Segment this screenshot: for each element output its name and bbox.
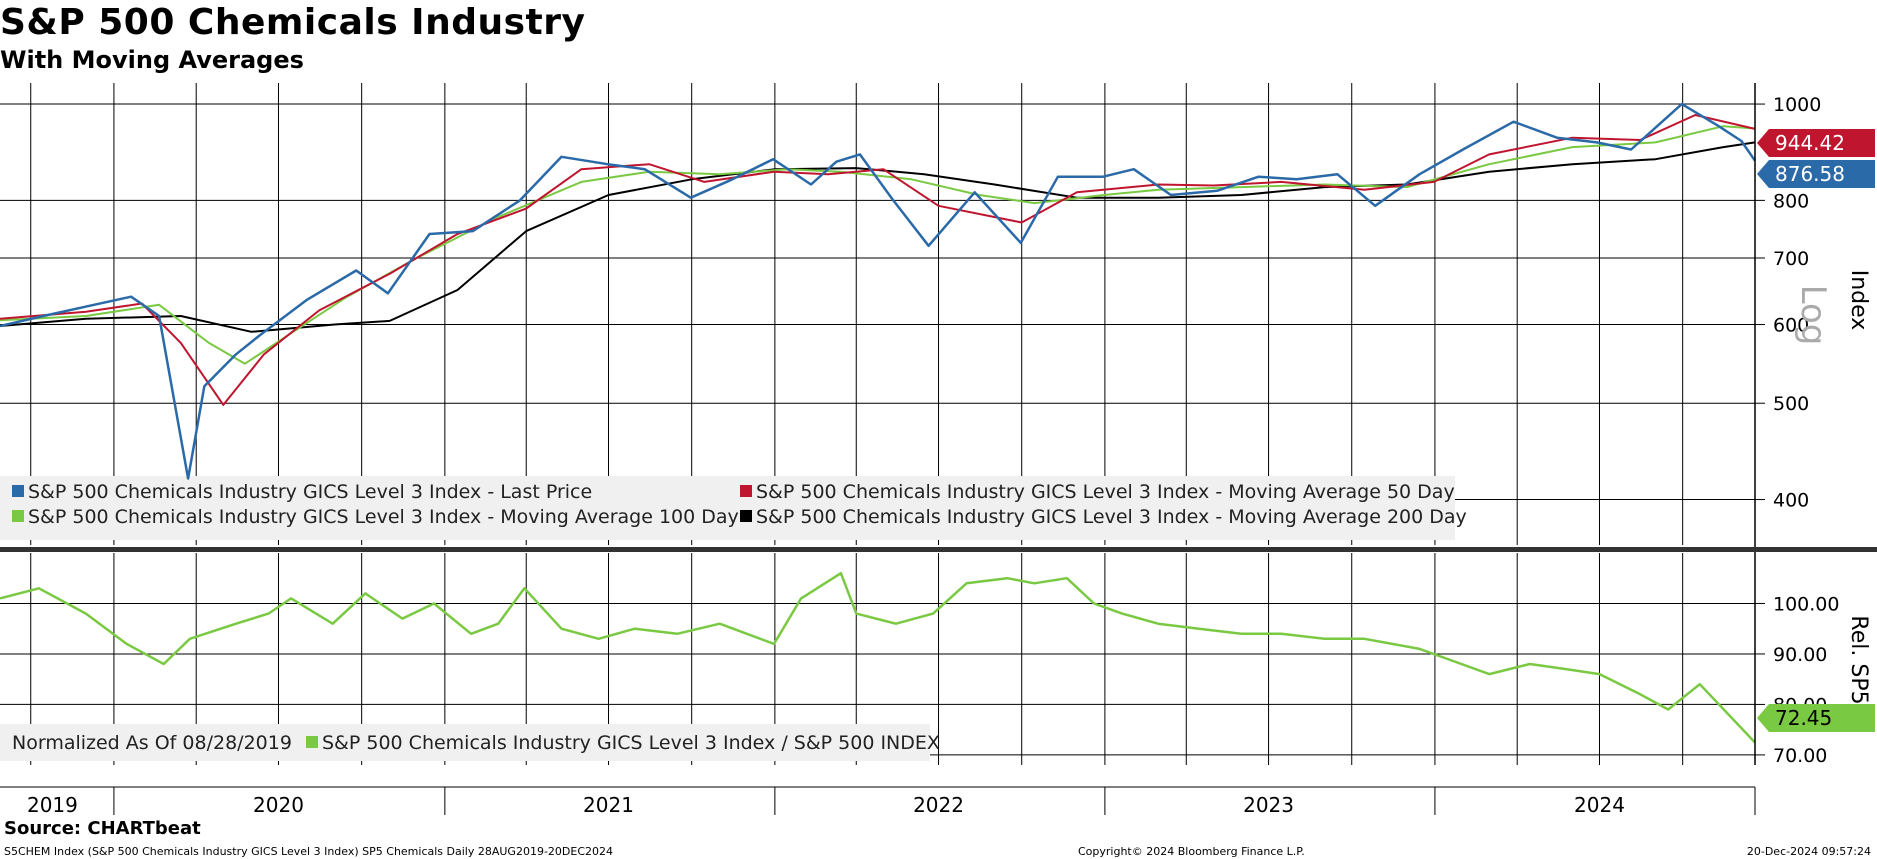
y-tick-label: 100.00 [1773, 593, 1839, 615]
chart-subtitle: With Moving Averages [0, 46, 304, 74]
legend-swatch [12, 485, 24, 497]
axes: 400500600700800100070.0080.0090.00100.00… [0, 83, 1877, 817]
legend-swatch [740, 510, 752, 522]
y-tick-label: 400 [1773, 490, 1809, 512]
series-lines [0, 102, 1757, 744]
value-tag-bg [1757, 704, 1875, 732]
chart-title: S&P 500 Chemicals Industry [0, 2, 586, 43]
x-tick-label: 2024 [1574, 793, 1625, 817]
legend-label: S&P 500 Chemicals Industry GICS Level 3 … [756, 481, 1455, 503]
value-tag-text: 876.58 [1775, 162, 1845, 186]
y-tick-label: 1000 [1773, 94, 1821, 116]
footer-timestamp: 20-Dec-2024 09:57:24 [1746, 845, 1871, 858]
series-line-ma50 [0, 114, 1756, 406]
x-tick-label: 2022 [913, 793, 964, 817]
series-line-relative [0, 571, 1756, 744]
value-tag-bg [1757, 160, 1875, 188]
value-tag-text: 72.45 [1775, 706, 1832, 730]
y-axis-title: Index [1846, 270, 1871, 331]
scale-label: Log [1793, 285, 1833, 346]
normalized-note: Normalized As Of 08/28/2019 [12, 732, 292, 754]
value-tag-text: 944.42 [1775, 131, 1845, 155]
legend-label: S&P 500 Chemicals Industry GICS Level 3 … [756, 506, 1467, 528]
source-label: Source: CHARTbeat [4, 818, 201, 839]
legend-label: S&P 500 Chemicals Industry GICS Level 3 … [28, 506, 739, 528]
y-tick-label: 70.00 [1773, 745, 1827, 767]
top-legend: S&P 500 Chemicals Industry GICS Level 3 … [0, 476, 1467, 540]
footer-description: S5CHEM Index (S&P 500 Chemicals Industry… [4, 845, 614, 858]
legend-label: S&P 500 Chemicals Industry GICS Level 3 … [28, 481, 592, 503]
series-line-last-price [0, 102, 1757, 480]
legend-label: S&P 500 Chemicals Industry GICS Level 3 … [322, 732, 940, 754]
y-tick-label: 500 [1773, 393, 1809, 415]
x-tick-label: 2019 [27, 793, 78, 817]
last-value-relative-tag: 72.45 [1757, 704, 1875, 732]
x-tick-label: 2023 [1243, 793, 1294, 817]
y-axis-title-bottom: Rel. SP5 [1846, 615, 1871, 704]
grid-lines [0, 83, 1755, 765]
value-tag-bg [1757, 129, 1875, 157]
legend-swatch [306, 736, 318, 748]
x-tick-label: 2021 [583, 793, 634, 817]
footer-copyright: Copyright© 2024 Bloomberg Finance L.P. [1078, 845, 1305, 858]
legend-swatch [12, 510, 24, 522]
y-tick-label: 700 [1773, 248, 1809, 270]
panel-divider [0, 547, 1877, 552]
last-value-price-tag: 876.58 [1757, 160, 1875, 188]
legend-swatch [740, 485, 752, 497]
series-line-ma200 [0, 141, 1756, 333]
last-value-ma50-tag: 944.42 [1757, 129, 1875, 157]
series-line-ma100 [0, 125, 1756, 365]
y-tick-label: 600 [1773, 315, 1809, 337]
y-tick-label: 90.00 [1773, 644, 1827, 666]
y-tick-label: 800 [1773, 190, 1809, 212]
bottom-legend: Normalized As Of 08/28/2019 S&P 500 Chemi… [0, 724, 940, 761]
x-tick-label: 2020 [253, 793, 304, 817]
